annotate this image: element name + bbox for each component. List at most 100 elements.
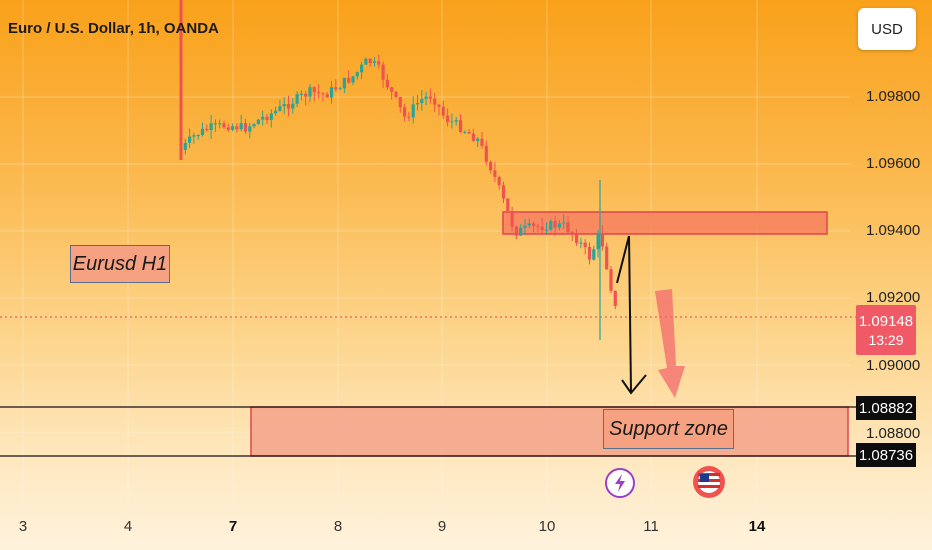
candle-body [489,161,493,171]
candle-body [544,229,549,231]
candle-body [304,93,308,97]
candle-body [441,106,445,116]
candle-body [381,64,385,80]
price-axis-label: 1.09600 [866,155,921,172]
candle-body [471,133,475,142]
candle-body [480,138,484,146]
candle-body [338,88,342,90]
candle-body [226,127,230,130]
price-axis-label: 1.09200 [866,289,921,306]
support-zone-label[interactable]: Support zone [603,409,734,449]
candle-body [514,226,518,236]
candle-body [205,128,209,131]
candle-body [411,104,415,118]
candle-body [274,110,278,114]
candle-body [231,126,235,130]
candle-body [450,121,454,123]
resistance-zone-rect[interactable] [502,211,828,235]
candle-body [390,87,394,92]
candle-body [532,223,536,226]
candle-body [321,93,325,95]
price-axis-label: 1.08800 [866,425,921,442]
candle-body [605,246,609,270]
time-axis-label: 4 [123,518,133,535]
candle-body [523,225,527,228]
candle-body [372,61,377,64]
candle-body [467,131,471,134]
price-axis-label: 1.09800 [866,88,921,105]
candle-body [398,97,402,108]
candle-body [562,222,566,224]
candle-body [291,103,295,109]
candle-body [463,131,467,133]
candle-body [592,249,596,260]
candle-body [179,0,183,160]
flag-glyph [698,471,720,493]
candle-body [476,138,480,142]
time-axis-label: 10 [538,518,556,535]
candle-body [213,123,217,125]
candle-body [493,170,497,177]
candle-body [579,242,583,244]
candle-body [360,64,364,73]
current-price-tag[interactable]: 1.09148 13:29 [856,305,916,355]
candle-body [329,87,334,98]
candle-body [510,210,514,227]
zone-upper-price-tag[interactable]: 1.08882 [856,396,916,420]
bearish-arrow-icon[interactable] [655,289,685,398]
candle-body [286,104,291,109]
candle-body [596,233,600,250]
support-zone-rect[interactable] [250,406,849,457]
us-flag-icon[interactable] [693,466,725,498]
candle-countdown: 13:29 [868,331,904,348]
candle-body [575,234,579,244]
candle-body [583,242,587,248]
candle-body [196,135,200,137]
time-axis-label: 7 [228,518,238,535]
candle-body [209,123,213,131]
candle-body [192,135,196,137]
candle-body [428,96,432,99]
candle-body [420,98,424,103]
candle-body [252,124,256,127]
candle-body [368,58,372,64]
zone-lower-price-tag[interactable]: 1.08736 [856,443,916,467]
candle-body [308,87,312,97]
candle-body [570,232,574,235]
candle-body [506,198,510,211]
candle-body [415,102,420,105]
candle-body [334,87,338,90]
candle-body [239,123,243,130]
candle-body [265,116,269,121]
chart-note-label[interactable]: Eurusd H1 [70,245,170,283]
time-axis-label: 11 [643,518,659,535]
projection-arrowhead [621,374,647,395]
candle-body [222,123,226,128]
candle-body [433,98,437,105]
price-axis-label: 1.09000 [866,357,921,374]
candle-body [501,185,506,199]
candle-body [278,106,282,111]
currency-button[interactable]: USD [858,8,916,50]
candle-body [549,221,553,230]
candle-body [235,126,239,130]
time-axis-label: 3 [18,518,28,535]
candle-body [437,104,441,107]
time-axis-label: 14 [748,518,766,535]
candle-body [527,223,531,226]
candle-body [243,123,248,132]
lightning-icon[interactable] [605,468,635,498]
candle-body [557,223,561,228]
candle-body [403,107,407,117]
candle-body [377,61,381,65]
projection-arrow[interactable] [616,235,632,393]
candle-body [566,222,570,233]
candle-body [269,113,273,121]
candle-body [553,221,557,228]
candle-body [248,126,252,132]
candle-body [183,142,187,150]
price-axis-label: 1.09400 [866,222,921,239]
candle-body [385,79,389,88]
candle-body [218,123,222,125]
